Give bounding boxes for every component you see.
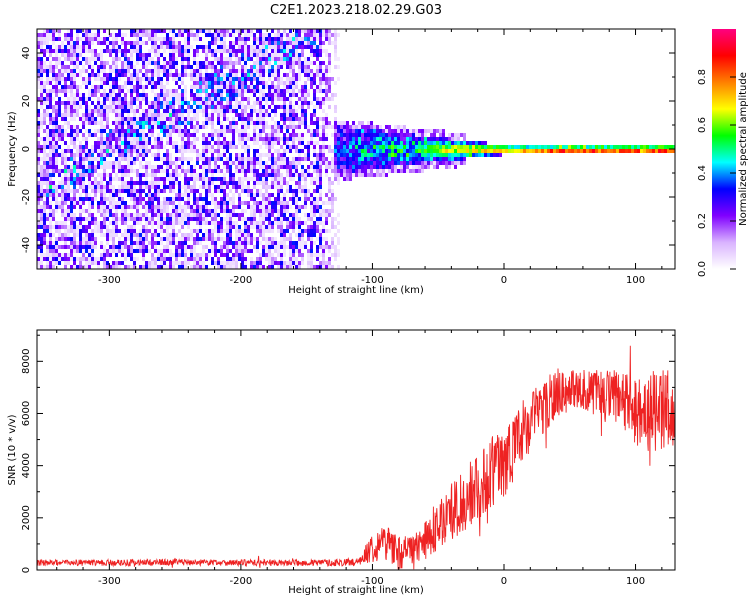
colorbar-tick-label: 0.8: [697, 69, 708, 85]
spectrogram-xtick-label: 0: [501, 275, 507, 286]
snr-xtick-label: -300: [98, 576, 121, 587]
spectrogram-xlabel: Height of straight line (km): [288, 285, 424, 296]
spectrogram-xtick-label: -200: [230, 275, 253, 286]
spectrogram-ytick-label: -40: [21, 237, 32, 253]
snr-ytick-label: 2000: [21, 505, 32, 530]
snr-ytick-label: 8000: [21, 349, 32, 374]
snr-plot-area: [37, 345, 675, 570]
spectrogram-ytick-label: -20: [21, 189, 32, 205]
colorbar-tick-label: 0.6: [697, 117, 708, 133]
snr-frame: [36, 329, 676, 571]
spectrogram-plot-area: [37, 29, 675, 269]
snr-ytick-label: 0: [21, 567, 32, 573]
spectrogram-ytick-label: 20: [21, 95, 32, 108]
snr-xtick-label: 0: [501, 576, 507, 587]
spectrogram-ytick-label: 40: [21, 47, 32, 60]
snr-xtick-label: -200: [230, 576, 253, 587]
colorbar-tick-label: 0.0: [697, 261, 708, 277]
snr-series-line: [37, 345, 675, 570]
snr-xtick-label: -100: [361, 576, 384, 587]
colorbar: 0.0 0.2 0.4 0.6 0.8 Normalized spectral ampl…: [697, 29, 749, 277]
spectrogram-ylabel: Frequency (Hz): [7, 111, 18, 187]
snr-ylabel: SNR (10 * v/v): [7, 414, 18, 485]
snr-ytick-label: 4000: [21, 453, 32, 478]
spectrogram-xtick-label: -300: [98, 275, 121, 286]
spectrogram-ytick-label: 0: [21, 146, 32, 152]
colorbar-ticks: 0.0 0.2 0.4 0.6 0.8: [697, 69, 736, 277]
snr-ytick-label: 6000: [21, 401, 32, 426]
spectrogram-xtick-label: -100: [361, 275, 384, 286]
colorbar-tick-label: 0.2: [697, 213, 708, 229]
colorbar-label: Normalized spectral amplitude: [738, 72, 749, 226]
colorbar-gradient: [712, 29, 736, 269]
chart-title: C2E1.2023.218.02.29.G03: [270, 3, 442, 18]
snr-xtick-label: 100: [626, 576, 645, 587]
spectrogram-cells: [37, 29, 675, 269]
snr-xlabel: Height of straight line (km): [288, 585, 424, 596]
spectrogram-xtick-label: 100: [626, 275, 645, 286]
colorbar-tick-label: 0.4: [697, 165, 708, 181]
